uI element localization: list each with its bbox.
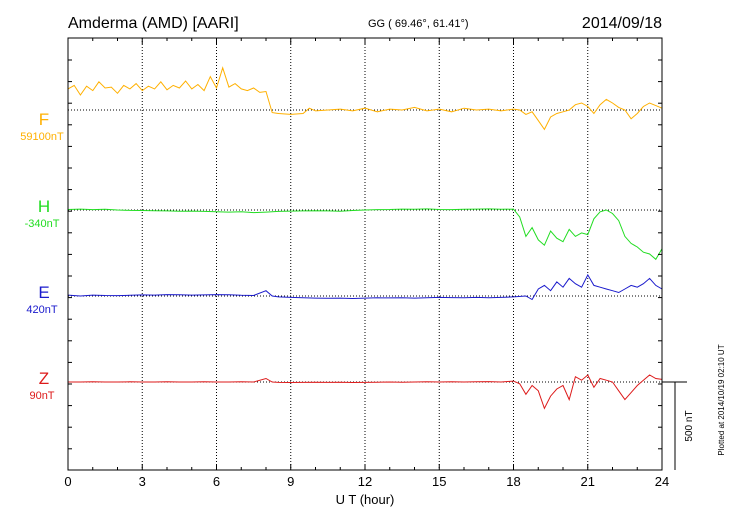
x-tick-label: 3 [139,474,146,489]
geographic-coords: GG ( 69.46°, 61.41°) [368,18,469,30]
series-baseline-f: 59100nT [20,131,64,143]
series-name-z: Z [39,369,49,388]
series-name-h: H [38,197,50,216]
station-title: Amderma (AMD) [AARI] [68,15,239,32]
series-line-z [68,374,663,410]
x-axis-label: U T (hour) [336,492,395,507]
series-baseline-z: 90nT [29,390,54,402]
series-line-f [67,66,663,131]
x-tick-label: 6 [213,474,220,489]
series-name-e: E [38,283,49,302]
series-name-f: F [39,110,49,129]
series-baseline-h: -340nT [25,218,60,230]
x-tick-label: 9 [287,474,294,489]
series-line-h [67,208,663,261]
series-baseline-e: 420nT [26,304,57,316]
series-labels: F 59100nT H -340nT E 420nT Z 90nT [20,110,64,402]
scale-bar: 500 nT [662,381,695,470]
series-line-e [67,273,663,301]
x-tick-label: 18 [506,474,520,489]
scale-bar-label: 500 nT [684,410,695,441]
x-tick-label: 0 [64,474,71,489]
x-tick-label: 21 [581,474,595,489]
x-tick-label: 12 [358,474,372,489]
x-tick-label: 15 [432,474,446,489]
axis-ticks: 0 3 6 9 12 15 18 21 24 [64,38,669,489]
plotted-timestamp: Plotted at 2014/10/19 02:10 UT [717,344,726,455]
x-tick-label: 24 [655,474,669,489]
grid-lines [68,38,662,470]
date-label: 2014/09/18 [582,15,662,32]
series-lines [67,66,663,410]
